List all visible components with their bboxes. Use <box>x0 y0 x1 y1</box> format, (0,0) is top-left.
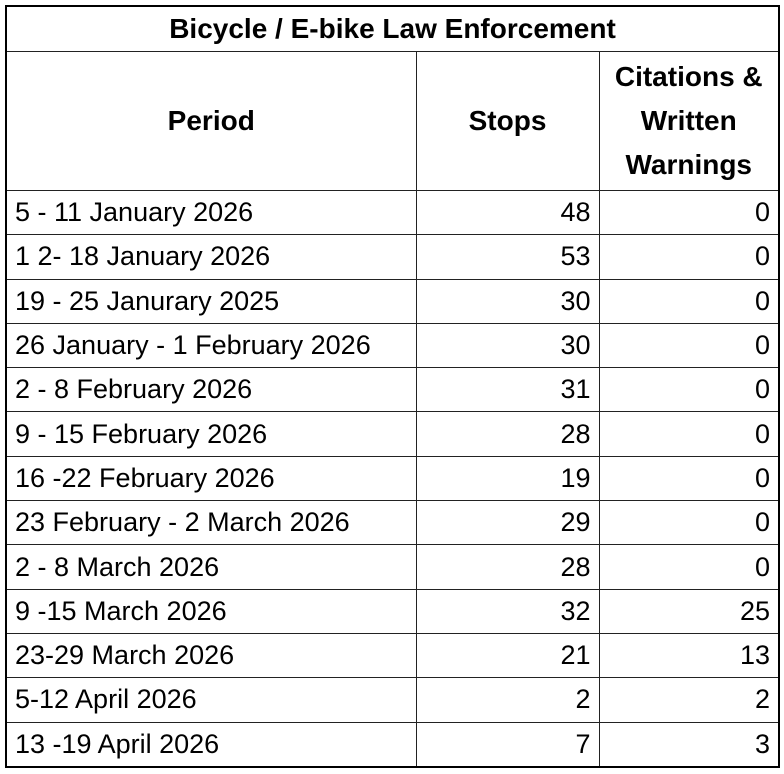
enforcement-table: Bicycle / E-bike Law Enforcement Period … <box>5 5 781 768</box>
citations-cell: 0 <box>598 455 780 502</box>
period-cell: 2 - 8 February 2026 <box>5 367 417 413</box>
period-cell: 19 - 25 Janurary 2025 <box>5 278 417 324</box>
data-row: 1 2- 18 January 2026 53 0 <box>5 234 780 280</box>
stops-cell: 29 <box>415 500 600 546</box>
citations-cell: 0 <box>598 278 780 324</box>
data-row: 16 -22 February 2026 19 0 <box>5 455 780 502</box>
citations-cell: 0 <box>598 411 780 457</box>
data-row: 5 - 11 January 2026 48 0 <box>5 189 780 236</box>
data-row: 2 - 8 February 2026 31 0 <box>5 367 780 413</box>
stops-cell: 28 <box>415 544 600 590</box>
period-cell: 9 - 15 February 2026 <box>5 411 417 457</box>
stops-cell: 7 <box>415 721 600 768</box>
data-row: 23-29 March 2026 21 13 <box>5 632 780 679</box>
period-cell: 9 -15 March 2026 <box>5 588 417 634</box>
stops-cell: 28 <box>415 411 600 457</box>
citations-cell: 0 <box>598 544 780 590</box>
data-row: 13 -19 April 2026 7 3 <box>5 721 780 768</box>
period-cell: 5-12 April 2026 <box>5 677 417 723</box>
period-cell: 1 2- 18 January 2026 <box>5 234 417 280</box>
period-cell: 5 - 11 January 2026 <box>5 189 417 236</box>
citations-cell: 0 <box>598 367 780 413</box>
stops-cell: 2 <box>415 677 600 723</box>
table-body: 5 - 11 January 2026 48 0 1 2- 18 January 20… <box>5 189 780 768</box>
title-row: Bicycle / E-bike Law Enforcement <box>5 5 780 52</box>
table-title: Bicycle / E-bike Law Enforcement <box>5 5 780 52</box>
data-row: 5-12 April 2026 2 2 <box>5 677 780 723</box>
period-cell: 26 January - 1 February 2026 <box>5 322 417 369</box>
column-header: Period <box>5 51 417 191</box>
stops-cell: 19 <box>415 455 600 502</box>
header-row: Period Stops Citations & Written Warning… <box>5 51 780 191</box>
citations-cell: 0 <box>598 500 780 546</box>
stops-cell: 32 <box>415 588 600 634</box>
data-row: 19 - 25 Janurary 2025 30 0 <box>5 278 780 324</box>
citations-cell: 2 <box>598 677 780 723</box>
period-cell: 2 - 8 March 2026 <box>5 544 417 590</box>
citations-cell: 0 <box>598 322 780 369</box>
stops-cell: 31 <box>415 367 600 413</box>
period-cell: 23-29 March 2026 <box>5 632 417 679</box>
period-cell: 13 -19 April 2026 <box>5 721 417 768</box>
data-row: 23 February - 2 March 2026 29 0 <box>5 500 780 546</box>
period-cell: 16 -22 February 2026 <box>5 455 417 502</box>
stops-cell: 21 <box>415 632 600 679</box>
column-header: Citations & Written Warnings <box>598 51 780 191</box>
data-row: 26 January - 1 February 2026 30 0 <box>5 322 780 369</box>
data-row: 9 -15 March 2026 32 25 <box>5 588 780 634</box>
citations-cell: 13 <box>598 632 780 679</box>
data-row: 9 - 15 February 2026 28 0 <box>5 411 780 457</box>
citations-cell: 3 <box>598 721 780 768</box>
stops-cell: 30 <box>415 322 600 369</box>
data-row: 2 - 8 March 2026 28 0 <box>5 544 780 590</box>
citations-cell: 25 <box>598 588 780 634</box>
column-header: Stops <box>415 51 600 191</box>
citations-cell: 0 <box>598 234 780 280</box>
stops-cell: 53 <box>415 234 600 280</box>
stops-cell: 30 <box>415 278 600 324</box>
citations-cell: 0 <box>598 189 780 236</box>
period-cell: 23 February - 2 March 2026 <box>5 500 417 546</box>
stops-cell: 48 <box>415 189 600 236</box>
